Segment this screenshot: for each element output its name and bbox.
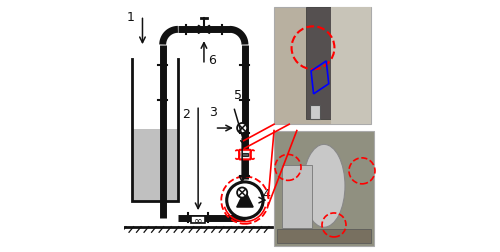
Text: 1: 1 xyxy=(126,11,134,24)
Bar xyxy=(242,153,248,157)
Bar xyxy=(132,129,178,202)
Bar xyxy=(274,8,372,125)
Text: 2: 2 xyxy=(182,107,190,120)
Polygon shape xyxy=(198,26,204,35)
Circle shape xyxy=(226,182,263,218)
Text: 3: 3 xyxy=(210,106,218,118)
Bar xyxy=(132,57,178,129)
Bar xyxy=(191,216,205,223)
Polygon shape xyxy=(236,190,253,207)
Circle shape xyxy=(237,123,247,134)
Bar xyxy=(310,106,320,120)
Bar xyxy=(132,57,178,202)
Bar xyxy=(282,165,312,229)
Bar xyxy=(306,8,330,120)
Polygon shape xyxy=(204,26,210,35)
Bar xyxy=(276,229,372,243)
FancyBboxPatch shape xyxy=(239,150,251,160)
Ellipse shape xyxy=(303,145,345,227)
Text: 4: 4 xyxy=(262,187,270,201)
Circle shape xyxy=(237,188,247,198)
Bar xyxy=(274,131,374,246)
Bar xyxy=(330,8,372,125)
Text: 5: 5 xyxy=(234,89,241,102)
Text: $\infty$: $\infty$ xyxy=(194,214,203,224)
Text: 6: 6 xyxy=(208,54,216,67)
